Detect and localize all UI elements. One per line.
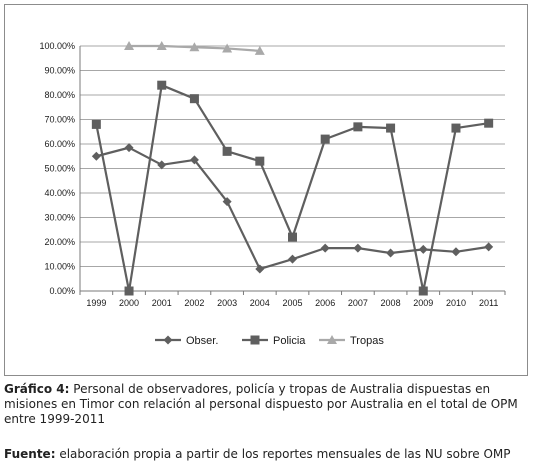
x-tick-label: 1999 (86, 298, 106, 308)
source-label: Fuente: (4, 447, 56, 461)
caption-label: Gráfico 4: (4, 382, 70, 396)
x-tick-label: 2000 (119, 298, 139, 308)
data-point (255, 156, 265, 166)
y-tick-label: 60.00% (44, 139, 75, 149)
data-point (156, 41, 167, 50)
x-tick-label: 2010 (446, 298, 466, 308)
source-text: elaboración propia a partir de los repor… (55, 447, 511, 461)
x-tick-label: 2002 (184, 298, 204, 308)
data-point (189, 94, 199, 104)
axes: 0.00% 10.00% 20.00% 30.00% 40.00% 50.00% 60.00… (39, 41, 506, 308)
data-point (124, 286, 134, 296)
x-tick-label: 2005 (282, 298, 302, 308)
data-point (353, 122, 363, 132)
legend-swatch-marker (163, 335, 173, 345)
series (91, 41, 494, 296)
line-chart: 0.00% 10.00% 20.00% 30.00% 40.00% 50.00% 60.00… (39, 41, 506, 347)
legend-label: Tropas (350, 335, 384, 347)
data-point (451, 247, 461, 257)
data-point (484, 118, 494, 128)
x-tick-label: 2007 (348, 298, 368, 308)
y-tick-label: 90.00% (44, 66, 75, 76)
figure-source: Fuente: elaboración propia a partir de l… (4, 447, 532, 462)
chart-frame: 0.00% 10.00% 20.00% 30.00% 40.00% 50.00% 60.00… (4, 4, 528, 376)
x-tick-label: 2009 (413, 298, 433, 308)
y-tick-label: 20.00% (44, 237, 75, 247)
series-tropas (124, 41, 265, 55)
data-point (320, 243, 330, 253)
y-tick-label: 40.00% (44, 188, 75, 198)
legend-label: Obser. (186, 335, 218, 347)
y-tick-label: 100.00% (39, 41, 75, 51)
legend: Obser. Policia Tropas (155, 335, 384, 347)
y-tick-label: 70.00% (44, 115, 75, 125)
y-tick-label: 80.00% (44, 90, 75, 100)
x-tick-label: 2011 (479, 298, 498, 308)
series-obser- (91, 143, 494, 274)
data-point (320, 134, 330, 144)
data-point (91, 151, 101, 161)
legend-entry: Tropas (319, 335, 384, 347)
data-point (189, 155, 199, 165)
legend-entry: Obser. (155, 335, 218, 347)
data-point (124, 143, 134, 153)
gridlines (80, 45, 505, 267)
figure-caption: Gráfico 4: Personal de observadores, pol… (4, 382, 532, 427)
data-point (288, 254, 297, 264)
x-tick-label: 2008 (381, 298, 401, 308)
y-tick-label: 0.00% (49, 286, 75, 296)
series-line (96, 146, 489, 271)
data-point (222, 146, 232, 156)
data-point (451, 123, 461, 133)
data-point (254, 45, 265, 55)
x-tick-label: 2001 (152, 298, 172, 308)
data-point (418, 286, 428, 296)
data-point (222, 197, 232, 207)
data-point (222, 43, 233, 53)
data-point (288, 232, 297, 242)
legend-label: Policia (273, 335, 306, 347)
data-point (124, 41, 135, 50)
data-point (157, 80, 167, 90)
data-point (353, 243, 363, 253)
data-point (484, 242, 494, 252)
data-point (386, 248, 396, 258)
x-tick-label: 2006 (315, 298, 335, 308)
legend-entry: Policia (242, 335, 306, 347)
y-tick-label: 30.00% (44, 213, 75, 223)
data-point (255, 264, 265, 274)
legend-swatch-marker (250, 335, 260, 345)
data-point (418, 244, 428, 254)
data-point (386, 123, 396, 133)
series-policia (91, 80, 494, 296)
y-tick-label: 50.00% (44, 164, 75, 174)
x-tick-label: 2003 (217, 298, 237, 308)
caption-text: Personal de observadores, policía y trop… (4, 382, 518, 426)
legend-swatch-marker (327, 335, 337, 344)
data-point (157, 160, 167, 170)
data-point (189, 42, 200, 52)
y-tick-label: 10.00% (44, 262, 75, 272)
data-point (91, 119, 101, 129)
x-tick-label: 2004 (250, 298, 270, 308)
